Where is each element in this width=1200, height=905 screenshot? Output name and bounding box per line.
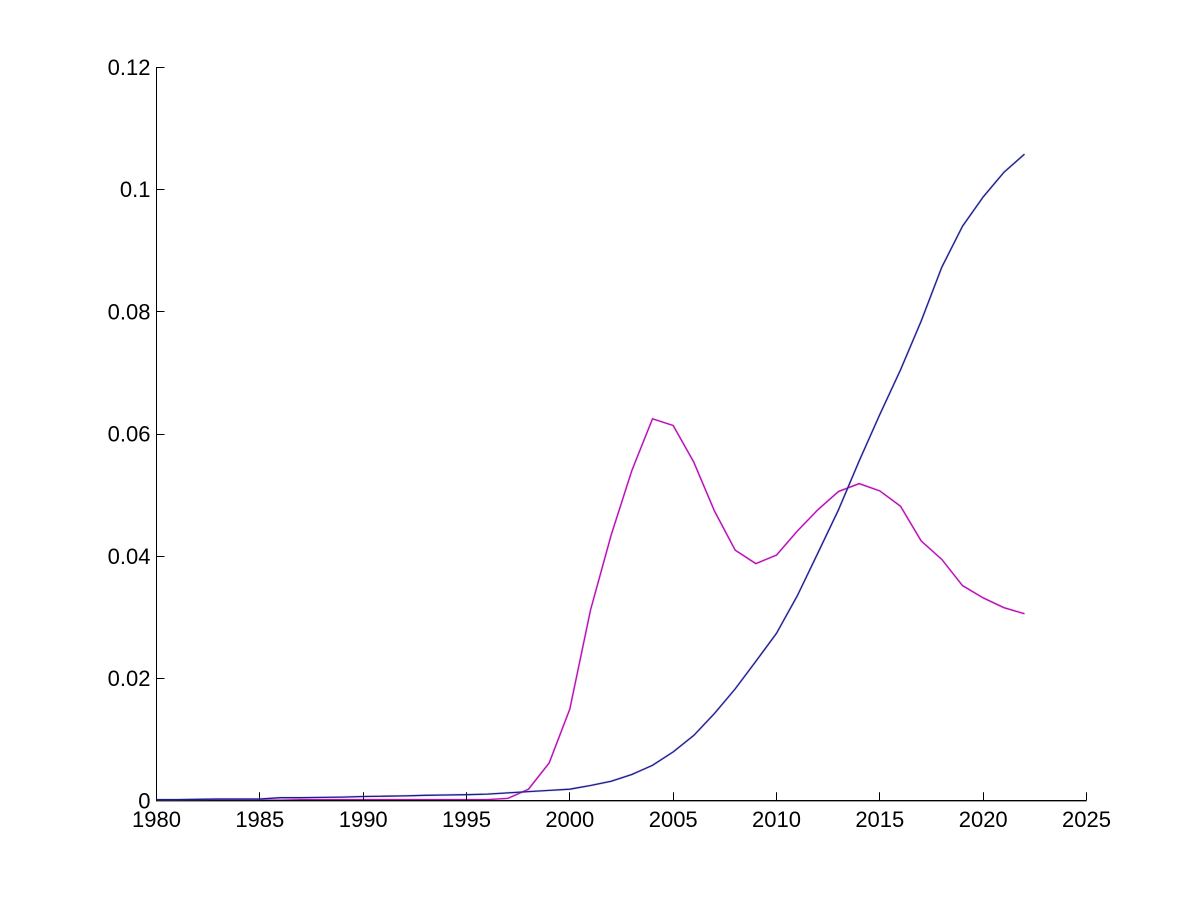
svg-text:0: 0 [138,788,150,813]
svg-text:2000: 2000 [545,807,594,832]
svg-text:0.1: 0.1 [120,177,151,202]
svg-text:1990: 1990 [339,807,388,832]
svg-text:0.02: 0.02 [108,666,151,691]
svg-text:2020: 2020 [959,807,1008,832]
svg-text:1995: 1995 [442,807,491,832]
svg-text:0.12: 0.12 [108,55,151,80]
svg-text:0.06: 0.06 [108,422,151,447]
svg-text:2015: 2015 [855,807,904,832]
svg-text:2025: 2025 [1062,807,1111,832]
svg-text:2010: 2010 [752,807,801,832]
svg-text:0.04: 0.04 [108,544,151,569]
svg-text:0.08: 0.08 [108,299,151,324]
svg-text:1985: 1985 [235,807,284,832]
svg-text:1980: 1980 [132,807,181,832]
svg-text:2005: 2005 [649,807,698,832]
